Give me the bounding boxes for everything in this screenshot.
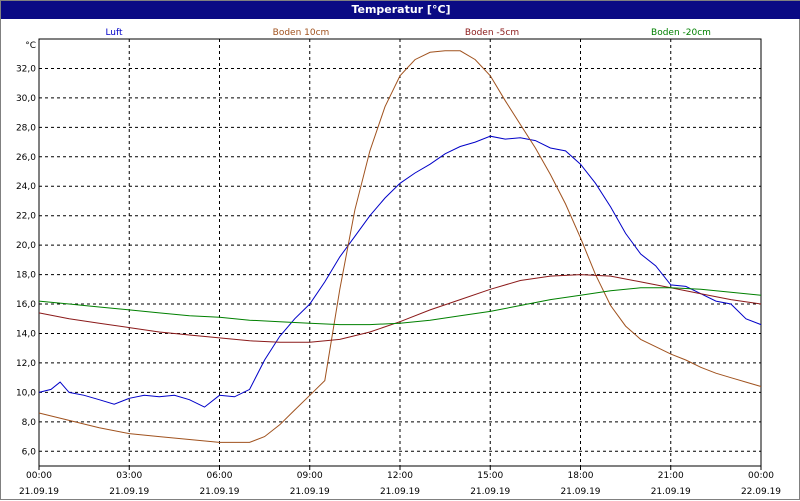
x-tick-date: 22.09.19 (741, 487, 781, 497)
x-tick-date: 21.09.19 (380, 487, 420, 497)
y-tick-label: 30,0 (16, 94, 36, 104)
x-tick-time: 00:00 (748, 471, 774, 481)
legend-entry: Boden -20cm (651, 28, 711, 38)
y-tick-label: 24,0 (16, 182, 36, 192)
x-tick-date: 21.09.19 (19, 487, 59, 497)
y-tick-label: 18,0 (16, 271, 36, 281)
x-tick-time: 06:00 (207, 471, 233, 481)
y-tick-label: 26,0 (16, 153, 36, 163)
x-tick-time: 03:00 (116, 471, 142, 481)
y-tick-label: 22,0 (16, 212, 36, 222)
series-line-luft (38, 135, 762, 408)
x-tick-time: 18:00 (568, 471, 594, 481)
y-tick-label: 6,0 (22, 447, 37, 457)
y-tick-label: 10,0 (16, 388, 36, 398)
x-tick-time: 15:00 (477, 471, 503, 481)
series-line-boden-10cm (38, 50, 762, 443)
series-line-boden-20cm (38, 287, 762, 326)
x-tick-date: 21.09.19 (470, 487, 510, 497)
x-tick-time: 09:00 (297, 471, 323, 481)
y-tick-label: 28,0 (16, 123, 36, 133)
x-tick-date: 21.09.19 (651, 487, 691, 497)
x-tick-time: 21:00 (658, 471, 684, 481)
y-tick-label: 8,0 (22, 418, 37, 428)
y-tick-label: 20,0 (16, 241, 36, 251)
y-axis-unit: °C (25, 41, 36, 51)
x-tick-time: 12:00 (387, 471, 413, 481)
x-tick-date: 21.09.19 (290, 487, 330, 497)
x-tick-date: 21.09.19 (560, 487, 600, 497)
x-tick-date: 21.09.19 (109, 487, 149, 497)
x-tick-date: 21.09.19 (199, 487, 239, 497)
y-tick-label: 32,0 (16, 64, 36, 74)
x-tick-time: 00:00 (26, 471, 52, 481)
y-tick-label: 14,0 (16, 329, 36, 339)
y-tick-label: 12,0 (16, 359, 36, 369)
legend-entry: Boden 10cm (273, 28, 330, 38)
y-tick-label: 16,0 (16, 300, 36, 310)
legend-entry: Luft (105, 28, 123, 38)
window-title: Temperatur [°C] (1, 1, 800, 19)
legend-entry: Boden -5cm (465, 28, 519, 38)
series-line-boden-5cm (38, 274, 762, 343)
